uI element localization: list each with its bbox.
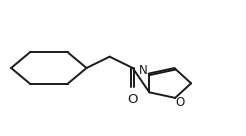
Text: N: N: [139, 64, 148, 77]
Text: O: O: [175, 96, 184, 109]
Text: O: O: [127, 93, 138, 106]
